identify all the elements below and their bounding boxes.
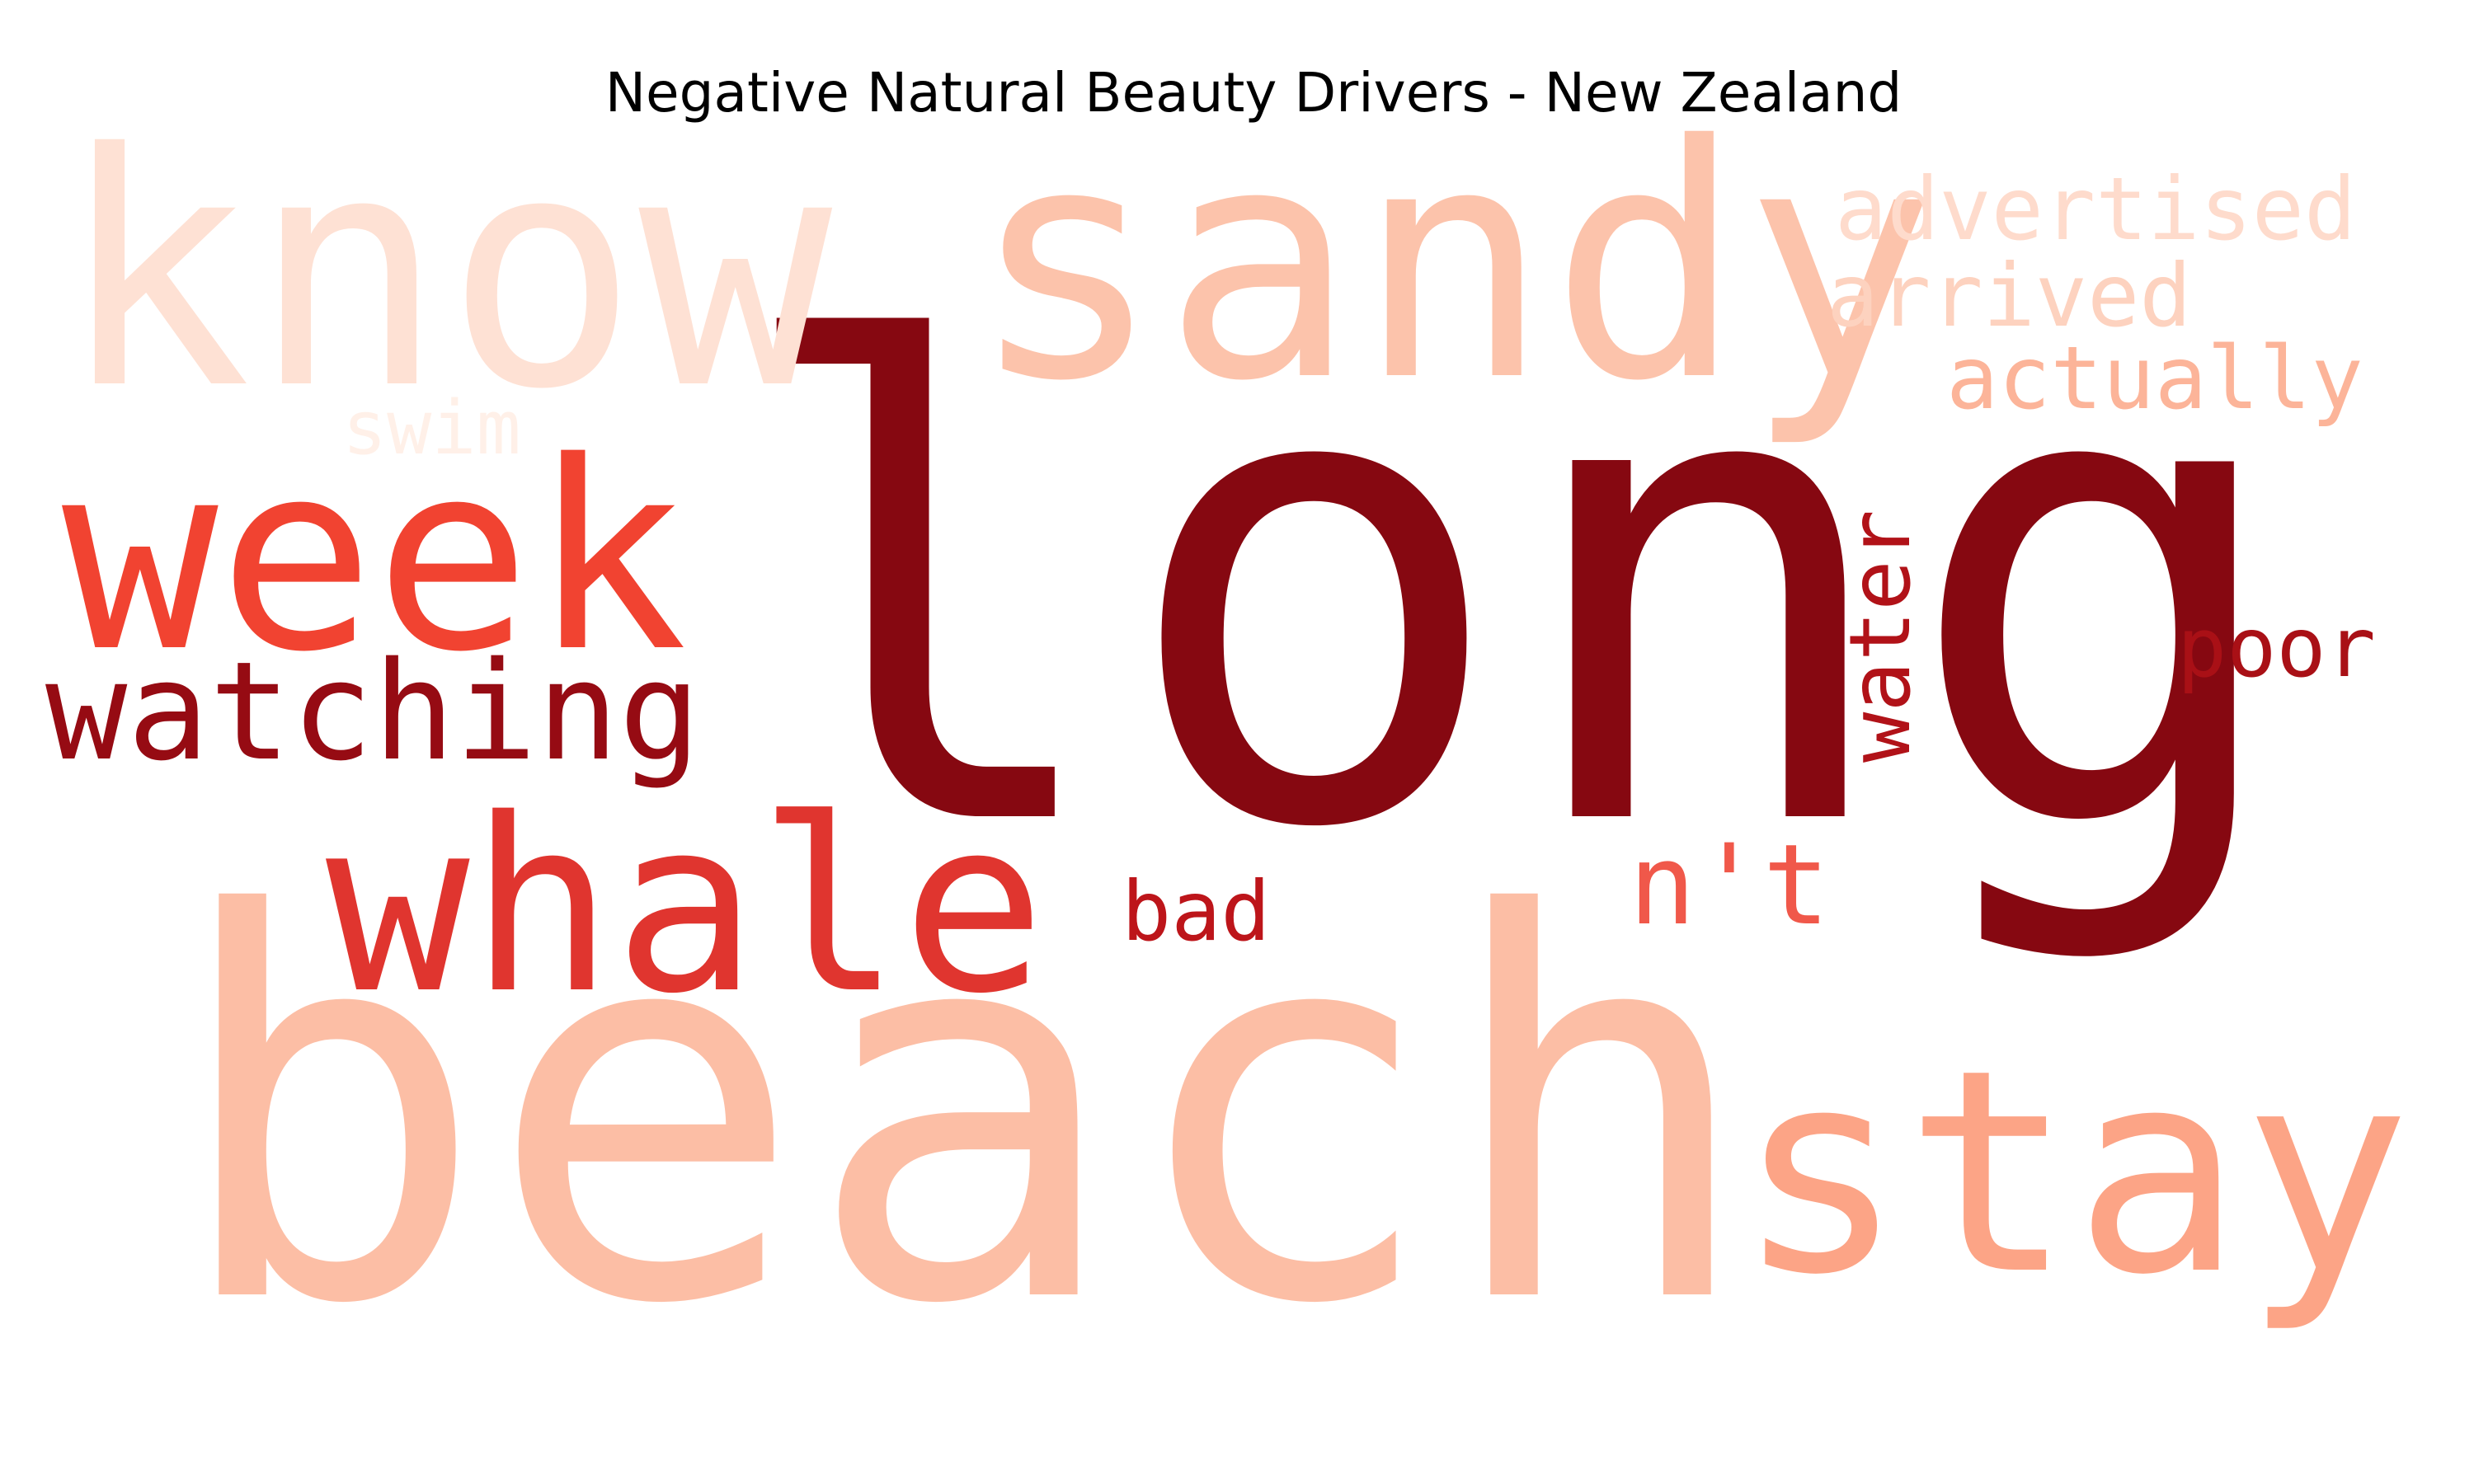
word-beach: beach bbox=[169, 805, 1758, 1419]
word-actually: actually bbox=[1946, 328, 2363, 429]
word-arrived: arrived bbox=[1827, 246, 2192, 346]
word-week: week bbox=[62, 407, 688, 709]
word-swim: swim bbox=[342, 385, 521, 472]
word-know: know bbox=[58, 85, 835, 459]
word-whale: whale bbox=[326, 768, 1046, 1046]
word-stay: stay bbox=[1736, 1010, 2411, 1336]
word-n-t: n't bbox=[1629, 820, 1830, 950]
chart-title: Negative Natural Beauty Drivers - New Ze… bbox=[604, 61, 1903, 124]
word-watching: watching bbox=[45, 632, 701, 791]
word-water: water bbox=[1832, 510, 1930, 763]
word-sandy: sandy bbox=[969, 77, 1937, 451]
word-bad: bad bbox=[1122, 863, 1271, 960]
word-long: long bbox=[726, 213, 2294, 970]
word-poor: poor bbox=[2177, 599, 2376, 696]
word-advertised: advertised bbox=[1835, 159, 2356, 260]
